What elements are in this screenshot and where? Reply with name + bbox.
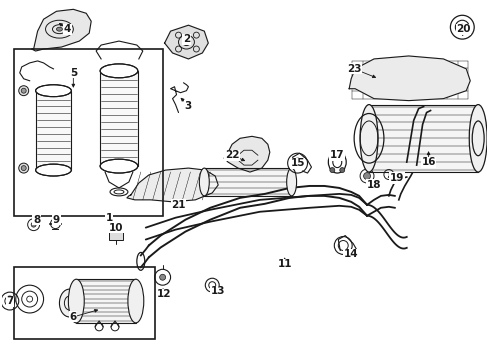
Circle shape	[339, 168, 344, 172]
Bar	[14, 49, 163, 216]
Bar	[14, 267, 154, 339]
Text: 17: 17	[329, 150, 344, 160]
Text: 7: 7	[6, 296, 14, 306]
Circle shape	[21, 88, 26, 93]
Ellipse shape	[36, 85, 71, 96]
Text: 3: 3	[184, 100, 192, 111]
Ellipse shape	[286, 168, 296, 196]
Circle shape	[329, 168, 334, 172]
Ellipse shape	[100, 159, 138, 173]
Ellipse shape	[60, 289, 79, 317]
Text: 6: 6	[70, 312, 77, 322]
Ellipse shape	[36, 164, 71, 176]
Polygon shape	[348, 56, 469, 100]
Circle shape	[19, 163, 29, 173]
Ellipse shape	[199, 168, 209, 196]
Text: 11: 11	[277, 259, 291, 269]
Text: 14: 14	[343, 249, 358, 260]
Ellipse shape	[468, 105, 486, 172]
Text: 2: 2	[183, 34, 190, 44]
Circle shape	[363, 172, 370, 180]
Bar	[368, 105, 477, 172]
Text: 8: 8	[33, 215, 40, 225]
Ellipse shape	[56, 27, 62, 31]
Text: 1: 1	[105, 213, 112, 223]
Text: 22: 22	[224, 150, 239, 160]
Circle shape	[19, 86, 29, 96]
Ellipse shape	[100, 64, 138, 78]
Circle shape	[329, 152, 334, 157]
Ellipse shape	[359, 105, 377, 172]
Bar	[76, 279, 136, 323]
Text: 21: 21	[171, 200, 185, 210]
Text: 19: 19	[389, 173, 403, 183]
Text: 5: 5	[70, 68, 77, 78]
Ellipse shape	[128, 279, 143, 323]
Text: 23: 23	[346, 64, 361, 74]
Circle shape	[160, 274, 165, 280]
Polygon shape	[224, 136, 269, 172]
Ellipse shape	[68, 279, 84, 323]
Text: 18: 18	[366, 180, 381, 190]
Text: 10: 10	[108, 222, 123, 233]
Circle shape	[339, 152, 344, 157]
Text: 9: 9	[53, 215, 60, 225]
Circle shape	[21, 166, 26, 171]
Polygon shape	[164, 25, 208, 59]
Text: 13: 13	[210, 286, 225, 296]
Circle shape	[31, 222, 36, 227]
Bar	[100, 71, 138, 166]
Bar	[109, 222, 122, 239]
Text: 12: 12	[156, 289, 170, 299]
Text: 15: 15	[290, 158, 304, 168]
Circle shape	[458, 24, 464, 30]
Text: 16: 16	[421, 157, 435, 167]
Bar	[36, 91, 71, 170]
Polygon shape	[32, 9, 91, 51]
Polygon shape	[127, 168, 218, 202]
Text: 4: 4	[63, 24, 71, 34]
Text: 20: 20	[455, 24, 469, 34]
Bar	[204, 168, 291, 196]
